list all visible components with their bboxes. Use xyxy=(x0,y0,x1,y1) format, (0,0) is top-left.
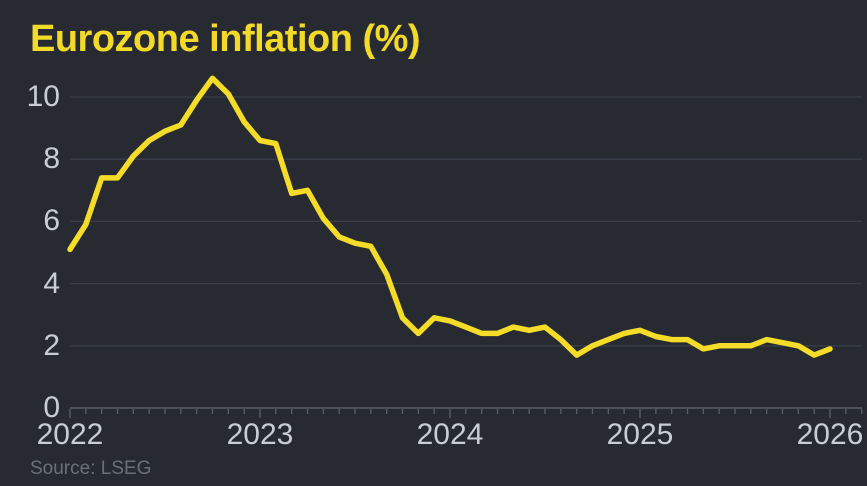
y-tick-label: 2 xyxy=(43,328,60,362)
inflation-line xyxy=(67,75,833,358)
source-note: Source: LSEG xyxy=(30,458,152,479)
y-tick-label: 4 xyxy=(43,266,60,300)
x-tick-label: 2023 xyxy=(226,418,294,451)
y-tick-label: 8 xyxy=(43,142,60,176)
y-tick-label: 0 xyxy=(43,391,60,424)
y-tick-label: 6 xyxy=(43,204,60,238)
chart-title: Eurozone inflation (%) xyxy=(30,18,421,60)
x-tick-label: 2024 xyxy=(416,418,484,451)
x-tick-label: 2022 xyxy=(36,418,104,451)
y-tick-label: 10 xyxy=(26,80,60,113)
x-tick-label: 2026 xyxy=(796,418,864,451)
x-tick-label: 2025 xyxy=(606,418,674,451)
